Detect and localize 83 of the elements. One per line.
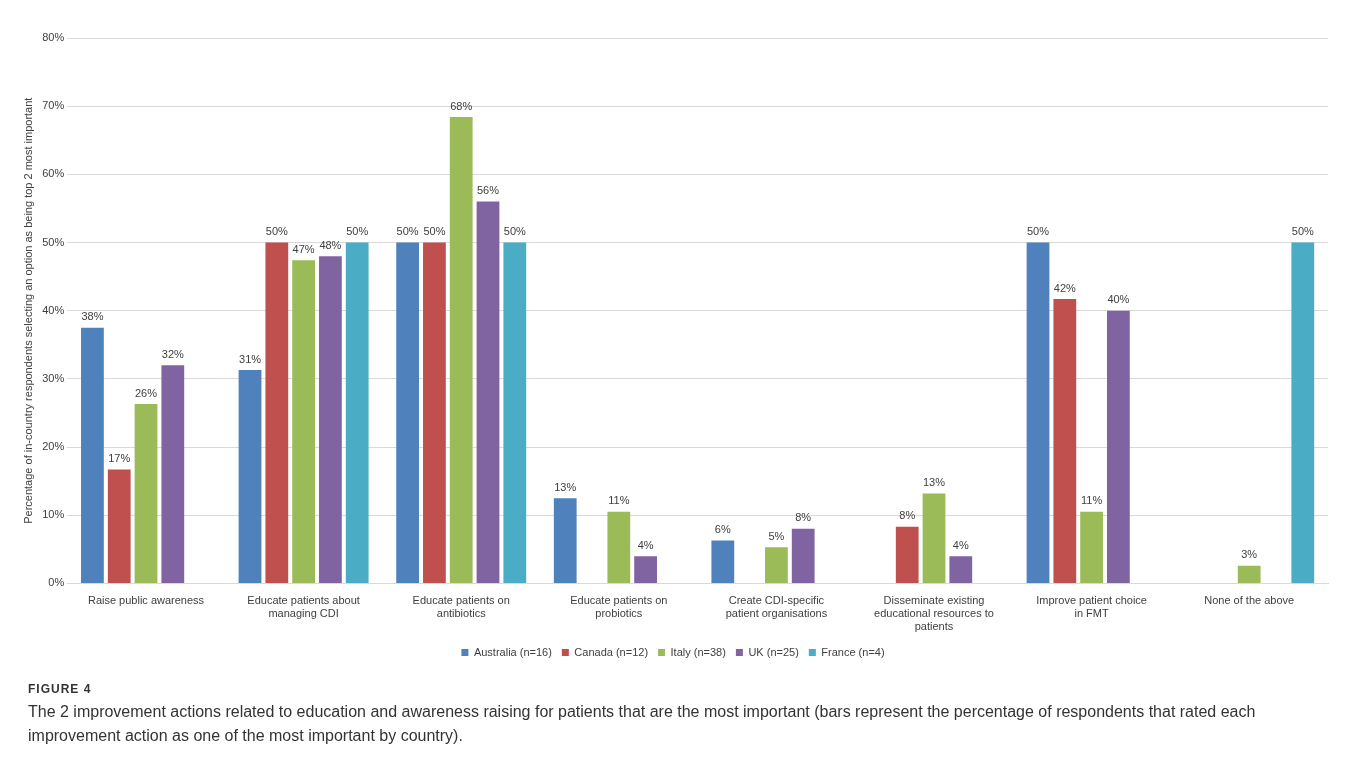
bar [81, 327, 104, 583]
legend-label: UK (n=25) [748, 645, 799, 658]
bar [292, 260, 315, 583]
data-label: 26% [135, 386, 158, 399]
data-label: 31% [239, 352, 262, 365]
bar [238, 370, 262, 583]
y-tick-label: 80% [42, 31, 65, 44]
legend-label: Italy (n=38) [670, 645, 726, 658]
data-label: 3% [1241, 548, 1258, 561]
data-label: 6% [714, 522, 731, 535]
bar [711, 540, 735, 583]
bar [949, 556, 973, 583]
x-tick-label: Disseminate existing educational resources to patients [874, 594, 994, 633]
bar [396, 242, 420, 583]
data-label: 13% [554, 480, 577, 493]
data-label: 50% [346, 225, 369, 238]
caption: FIGURE 4 [28, 682, 93, 696]
data-label: 48% [319, 238, 342, 251]
bar [423, 242, 446, 583]
data-label: 40% [1107, 293, 1130, 306]
bar [607, 511, 631, 583]
data-label: 50% [396, 225, 419, 238]
y-tick-label: 40% [42, 303, 65, 316]
bar [134, 404, 158, 583]
bar [922, 493, 946, 583]
data-label: 42% [1053, 281, 1077, 294]
y-tick-label: 70% [42, 99, 65, 112]
bar [765, 547, 788, 583]
bar [503, 242, 527, 583]
data-label: 50% [1291, 225, 1314, 238]
data-label: 50% [265, 225, 289, 238]
bar [449, 117, 473, 583]
bar [634, 556, 657, 583]
bar [895, 526, 919, 583]
x-tick-label: Educate patients on antibiotics [412, 594, 510, 620]
bar [1053, 299, 1077, 583]
data-label: 11% [608, 494, 630, 507]
x-tick-label: Educate patients on probiotics [570, 594, 668, 620]
x-tick-label: Educate patients about managing CDI [247, 594, 360, 620]
y-tick-label: 50% [42, 235, 65, 248]
bar [161, 365, 185, 583]
bar [345, 242, 369, 583]
data-label: 13% [922, 475, 946, 488]
bar [319, 256, 342, 583]
data-label: 68% [450, 99, 473, 112]
y-axis-title: Percentage of in-country respondents selecting an option as being top 2 most important [21, 97, 34, 524]
x-tick-label: None of the above [1204, 594, 1295, 607]
data-label: 56% [476, 184, 500, 197]
legend-label: Australia (n=16) [473, 645, 552, 658]
text: The 2 improvement actions related to education and awareness raising for patients that are the most important (bars represent the percentage of respondents that rated each improvement action as one of the most important by country). [28, 702, 1257, 746]
bar [1291, 242, 1315, 583]
data-label: 47% [292, 242, 315, 255]
bar [1080, 511, 1103, 583]
bar [107, 469, 131, 583]
y-tick-label: 10% [42, 508, 65, 521]
data-label: 5% [768, 529, 785, 542]
bar [1107, 310, 1130, 583]
data-label: 8% [899, 509, 916, 522]
data-label: 17% [108, 452, 131, 465]
bar [476, 201, 500, 583]
x-tick-label: Improve patient choice in FMT [1036, 594, 1147, 620]
bar [1237, 565, 1261, 583]
y-tick-label: 20% [42, 440, 65, 453]
data-label: 32% [161, 347, 185, 360]
bar [553, 498, 577, 583]
data-label: 38% [81, 310, 104, 323]
x-tick-label: Raise public awareness [87, 594, 205, 607]
data-label: 4% [952, 538, 969, 551]
data-label: 50% [1027, 225, 1050, 238]
data-label: 50% [503, 225, 527, 238]
bar [265, 242, 289, 583]
data-label: 50% [423, 225, 446, 238]
y-tick-label: 60% [42, 167, 65, 180]
bar [1026, 242, 1050, 583]
y-tick-label: 30% [42, 371, 65, 384]
legend-label: Canada (n=12) [574, 645, 649, 658]
legend-label: France (n=4) [821, 645, 885, 658]
data-label: 8% [795, 511, 812, 524]
y-tick-label: 0% [48, 576, 65, 589]
data-label: 4% [637, 538, 654, 551]
x-tick-label: Create CDI-specific patient organisations [725, 594, 828, 620]
data-label: 11% [1081, 494, 1103, 507]
bar [791, 528, 815, 583]
